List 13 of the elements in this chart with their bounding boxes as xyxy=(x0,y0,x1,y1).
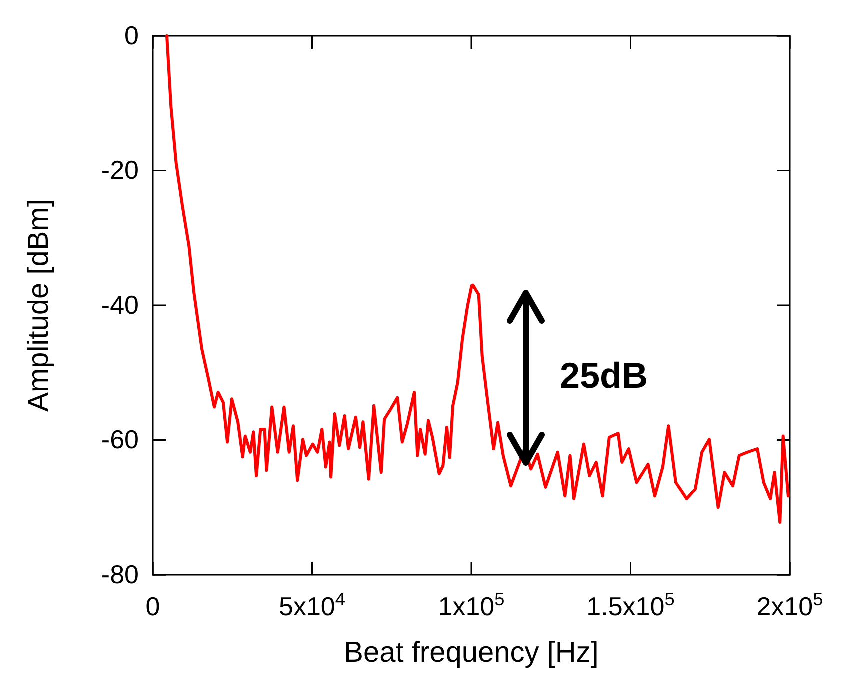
y-axis-title: Amplitude [dBm] xyxy=(23,199,55,412)
x-tick-label: 1x10$^{5}$ xyxy=(438,589,505,622)
y-tick-label: -60 xyxy=(101,424,139,455)
x-tick-label: 0 xyxy=(146,591,160,622)
x-tick-label: 2x10$^{5}$ xyxy=(756,589,824,622)
annotation: 25dB xyxy=(560,355,648,396)
y-tick-label: -80 xyxy=(101,559,139,590)
x-axis-title: Beat frequency [Hz] xyxy=(344,637,599,669)
x-tick-label: 5x10$^{4}$ xyxy=(278,589,346,622)
y-tick-label: -20 xyxy=(101,155,139,186)
y-tick-label: 0 xyxy=(124,20,139,50)
y-tick-label: -40 xyxy=(101,290,139,320)
x-tick-label: 1.5x10$^{5}$ xyxy=(586,589,675,622)
